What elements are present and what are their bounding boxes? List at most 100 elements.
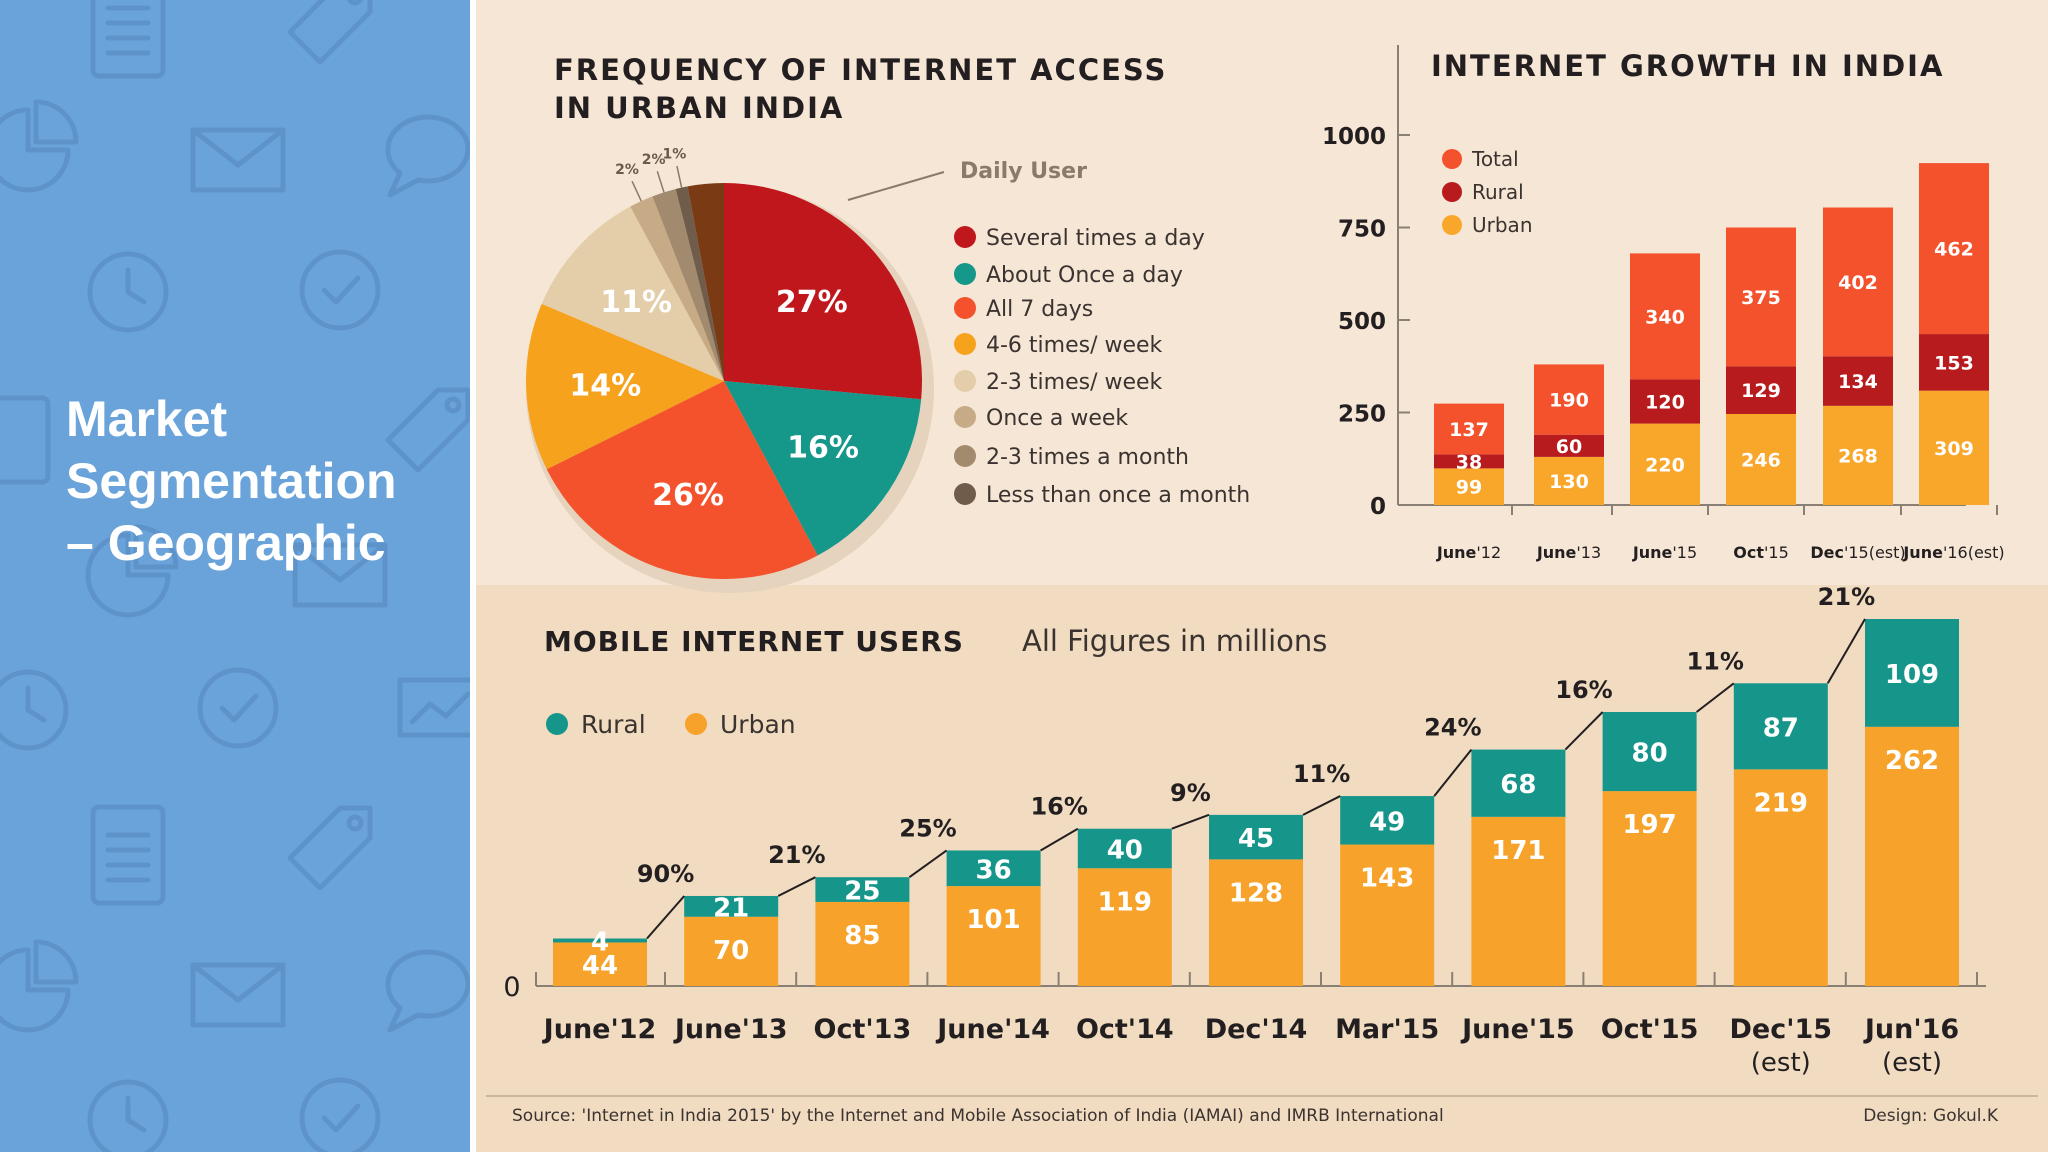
mobile-bar-rural (684, 895, 779, 917)
growth-x-tick-label: Oct'15 (1733, 543, 1789, 562)
mobile-growth-connector (908, 849, 948, 878)
pie-chart-icon (0, 939, 79, 1033)
pie-slice (724, 381, 922, 556)
clock-icon (87, 1079, 169, 1152)
mobile-legend-swatch (685, 713, 707, 735)
pie-slice (546, 381, 818, 579)
infographic-charts: FREQUENCY OF INTERNET ACCESS IN URBAN IN… (486, 45, 2038, 1126)
mobile-bar-label: 36 (976, 855, 1012, 885)
mobile-growth-label: 21% (768, 841, 825, 869)
mobile-y-tick-label: 0 (503, 972, 520, 1003)
mobile-bar-label: 80 (1632, 739, 1668, 769)
mobile-bar-label: 219 (1754, 788, 1808, 818)
growth-bar-total (1534, 364, 1604, 435)
growth-legend-label: Total (1471, 147, 1519, 171)
mobile-bar-label: 143 (1360, 864, 1414, 894)
pie-leader-line (631, 180, 642, 202)
document-icon (90, 804, 166, 906)
growth-bar-label: 60 (1556, 436, 1582, 458)
pie-slice (687, 183, 724, 381)
mobile-bar-urban (1077, 868, 1172, 986)
mobile-growth-label: 11% (1293, 760, 1350, 788)
mobile-bar-urban (1209, 859, 1303, 986)
growth-chart-title: INTERNET GROWTH IN INDIA (1431, 49, 1944, 83)
growth-y-tick-label: 500 (1338, 309, 1386, 335)
pie-legend-swatch (954, 483, 976, 505)
growth-x-tick-label: June'12 (1436, 543, 1501, 562)
mobile-growth-label: 25% (899, 814, 956, 842)
tag-icon (287, 805, 373, 891)
pie-chart-icon (0, 99, 79, 193)
mobile-bar-label: 101 (966, 905, 1020, 935)
presentation-chart-icon (397, 677, 470, 738)
mobile-bar-label: 49 (1369, 807, 1405, 837)
clock-icon (0, 669, 69, 751)
growth-bar-total (1434, 403, 1504, 455)
mobile-legend-label: Rural (581, 710, 646, 739)
pie-legend-label: Less than once a month (986, 483, 1250, 508)
mobile-bar-label: 87 (1763, 713, 1799, 743)
pie-slice (652, 188, 724, 381)
pie-legend-swatch (954, 406, 976, 428)
pie-slice-label: 27% (776, 285, 848, 320)
mobile-bar-label: 68 (1500, 770, 1536, 800)
mobile-x-tick-label: Dec'14 (1205, 1014, 1308, 1045)
growth-bar-rural (1434, 454, 1504, 469)
pie-slice-label: 14% (569, 369, 641, 404)
tag-icon (287, 0, 373, 65)
mobile-x-tick-label: Mar'15 (1335, 1014, 1439, 1045)
pie-slice-label: 1% (662, 146, 686, 162)
pie-legend-swatch (954, 226, 976, 248)
mobile-bar-urban (1733, 769, 1828, 986)
mobile-chart-subtitle: All Figures in millions (1022, 624, 1327, 658)
pie-chart-icon (85, 524, 179, 618)
mobile-bar-label: 171 (1491, 836, 1545, 866)
growth-bar-label: 268 (1838, 445, 1878, 467)
pie-legend-label: 2-3 times a month (986, 445, 1189, 470)
speech-bubble-icon (385, 949, 470, 1033)
mobile-bar-rural (946, 850, 1041, 887)
mobile-bar-urban (1865, 726, 1959, 986)
mobile-x-tick-label: Jun'16 (1863, 1014, 1959, 1045)
pie-slice-label: 16% (787, 431, 859, 466)
growth-bar-rural (1919, 334, 1989, 391)
mobile-bar-rural (1209, 814, 1303, 860)
pie-legend: Several times a day About Once a day All 7… (954, 226, 1250, 508)
growth-x-tick-label: June'15 (1632, 543, 1697, 562)
growth-legend-swatch (1442, 215, 1462, 235)
mobile-bar-urban (553, 942, 647, 986)
mobile-chart: Rural Urban 0 444 June'12 70 21 June'13 85 25 Oct'… (503, 583, 1986, 1078)
mobile-bar-urban (1340, 844, 1435, 986)
sidebar: Market Segmentation – Geographic (0, 0, 470, 1152)
mobile-x-tick-label: Oct'15 (1601, 1014, 1699, 1045)
mobile-bar-rural (1340, 796, 1435, 845)
mobile-bar-label: 70 (713, 936, 749, 966)
growth-bar-label: 137 (1449, 419, 1489, 441)
pie-slice (630, 196, 724, 381)
growth-bar-total (1823, 207, 1893, 357)
growth-bar-label: 402 (1838, 272, 1878, 294)
pie-legend-label: 2-3 times/ week (986, 370, 1163, 395)
pie-slice (675, 186, 724, 381)
speech-bubble-icon (385, 114, 470, 198)
growth-bar-label: 375 (1741, 287, 1781, 309)
checkmark-icon (299, 1077, 381, 1152)
slide-title-line: Market (66, 391, 228, 447)
growth-y-tick-label: 1000 (1322, 124, 1386, 150)
growth-bar-label: 190 (1549, 390, 1589, 412)
pie-chart-title-line: FREQUENCY OF INTERNET ACCESS (554, 53, 1167, 87)
mobile-growth-connector (1433, 748, 1473, 797)
growth-bar-urban (1534, 456, 1604, 505)
mobile-growth-label: 90% (637, 860, 694, 888)
mobile-growth-connector (1695, 682, 1735, 713)
envelope-icon (190, 962, 286, 1028)
mobile-growth-label: 16% (1030, 793, 1087, 821)
footer-source: Source: 'Internet in India 2015' by the … (512, 1106, 1444, 1126)
growth-bar-rural (1630, 379, 1700, 424)
pie-slice (724, 183, 922, 400)
mobile-bar-rural (1077, 828, 1172, 869)
growth-bar-rural (1726, 366, 1796, 414)
growth-bar-label: 246 (1741, 449, 1781, 471)
envelope-icon (190, 127, 286, 193)
growth-bar-label: 462 (1934, 239, 1974, 261)
